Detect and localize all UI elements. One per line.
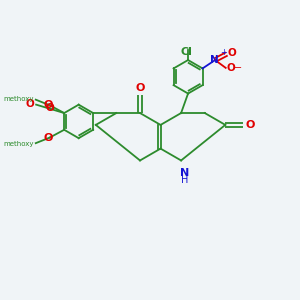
Text: O: O (25, 99, 34, 109)
Text: O: O (135, 83, 145, 93)
Text: O: O (45, 103, 54, 113)
Text: methoxy: methoxy (3, 96, 34, 102)
Text: +: + (220, 48, 227, 57)
Text: −: − (234, 63, 242, 74)
Text: O: O (226, 63, 235, 74)
Text: H: H (181, 175, 188, 185)
Text: N: N (210, 55, 219, 64)
Text: O: O (227, 47, 236, 58)
Text: O: O (43, 133, 53, 143)
Text: O: O (43, 100, 53, 110)
Text: methoxy: methoxy (3, 141, 34, 147)
Text: O: O (245, 120, 255, 130)
Text: Cl: Cl (181, 47, 193, 57)
Text: N: N (180, 168, 189, 178)
